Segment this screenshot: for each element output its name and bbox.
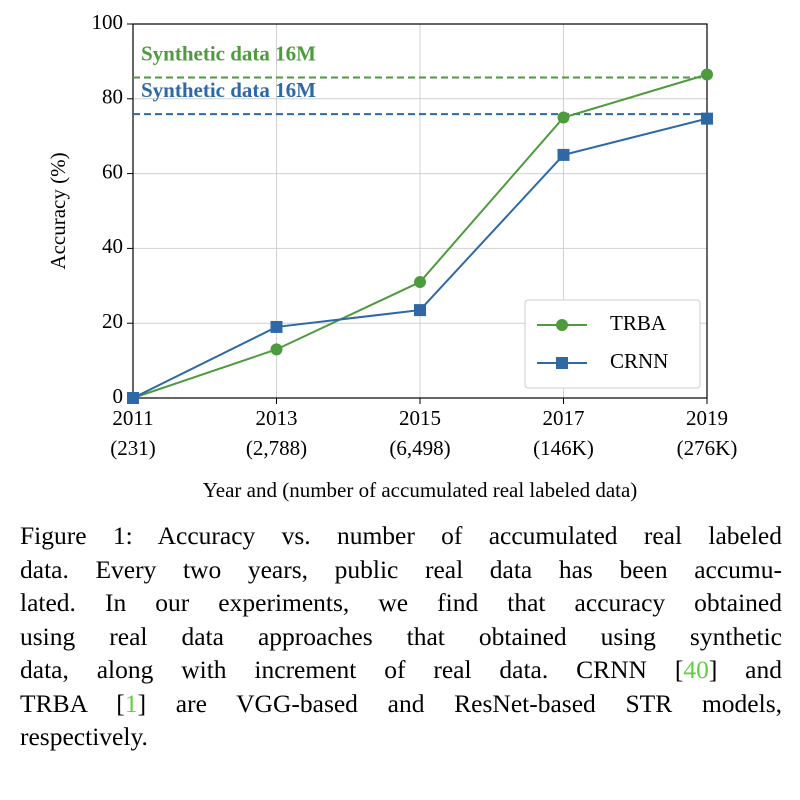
caption-text: ] and — [708, 655, 782, 684]
caption-text: Figure 1: Accuracy vs. number of accumul… — [20, 521, 782, 550]
reference-link[interactable]: 1 — [124, 688, 138, 718]
x-tick-sublabel: (146K) — [533, 436, 594, 460]
data-point — [414, 276, 426, 289]
caption-text: ] are VGG-based and ResNet-based STR mod… — [137, 688, 783, 718]
y-tick-label: 40 — [102, 234, 123, 258]
x-tick-label: 2015 — [399, 406, 441, 430]
caption-line: using real data approaches that obtained… — [20, 620, 782, 654]
y-tick-label: 60 — [102, 159, 123, 183]
plot-frame — [132, 23, 708, 399]
reference-label: Synthetic data 16M — [141, 41, 316, 65]
y-axis-label: Accuracy (%) — [46, 152, 70, 269]
caption-line: TRBA [1] are VGG-based and ResNet-based … — [20, 687, 782, 721]
data-point — [414, 304, 426, 317]
data-point — [701, 112, 713, 125]
x-tick-label: 2011 — [112, 406, 153, 430]
x-tick-sublabel: (276K) — [677, 436, 738, 460]
data-point — [557, 148, 570, 161]
x-tick-label: 2013 — [256, 406, 298, 430]
y-tick-label: 0 — [113, 384, 124, 408]
y-tick-label: 20 — [102, 309, 123, 333]
x-axis-label: Year and (number of accumulated real lab… — [203, 478, 638, 502]
y-tick-label: 80 — [102, 85, 123, 109]
chart: Accuracy (%) Year and (number of accumul… — [46, 10, 738, 502]
legend-marker — [556, 319, 568, 331]
legend-label: CRNN — [610, 349, 668, 373]
data-point — [557, 111, 570, 124]
data-point — [270, 320, 283, 333]
legend-marker — [556, 357, 568, 369]
data-point — [127, 392, 139, 404]
reference-label: Synthetic data 16M — [141, 78, 316, 102]
y-tick-label: 100 — [92, 10, 124, 34]
caption-line: data. Every two years, public real data … — [20, 553, 782, 587]
legend-box — [524, 299, 701, 389]
x-tick-label: 2017 — [543, 406, 585, 430]
caption-text: TRBA [ — [20, 688, 125, 718]
legend-label: TRBA — [610, 311, 667, 335]
caption-line: Figure 1: Accuracy vs. number of accumul… — [20, 519, 782, 553]
caption-line: data, along with increment of real data.… — [20, 653, 782, 687]
data-point — [701, 68, 713, 81]
caption-text: data, along with increment of real data.… — [20, 655, 684, 684]
reference-link[interactable]: 40 — [683, 655, 709, 684]
caption-text: using real data approaches that obtained… — [20, 621, 782, 651]
x-tick-sublabel: (2,788) — [246, 436, 307, 460]
x-tick-sublabel: (231) — [110, 436, 156, 460]
caption-line: respectively. — [20, 720, 782, 754]
caption-text: lated. In our experiments, we find that … — [20, 588, 782, 617]
caption-text: respectively. — [20, 722, 148, 751]
caption: Figure 1: Accuracy vs. number of accumul… — [20, 519, 782, 754]
caption-text: data. Every two years, public real data … — [20, 554, 782, 584]
x-tick-label: 2019 — [686, 406, 728, 430]
caption-line: lated. In our experiments, we find that … — [20, 586, 782, 620]
data-point — [270, 343, 283, 356]
x-tick-sublabel: (6,498) — [389, 436, 450, 460]
